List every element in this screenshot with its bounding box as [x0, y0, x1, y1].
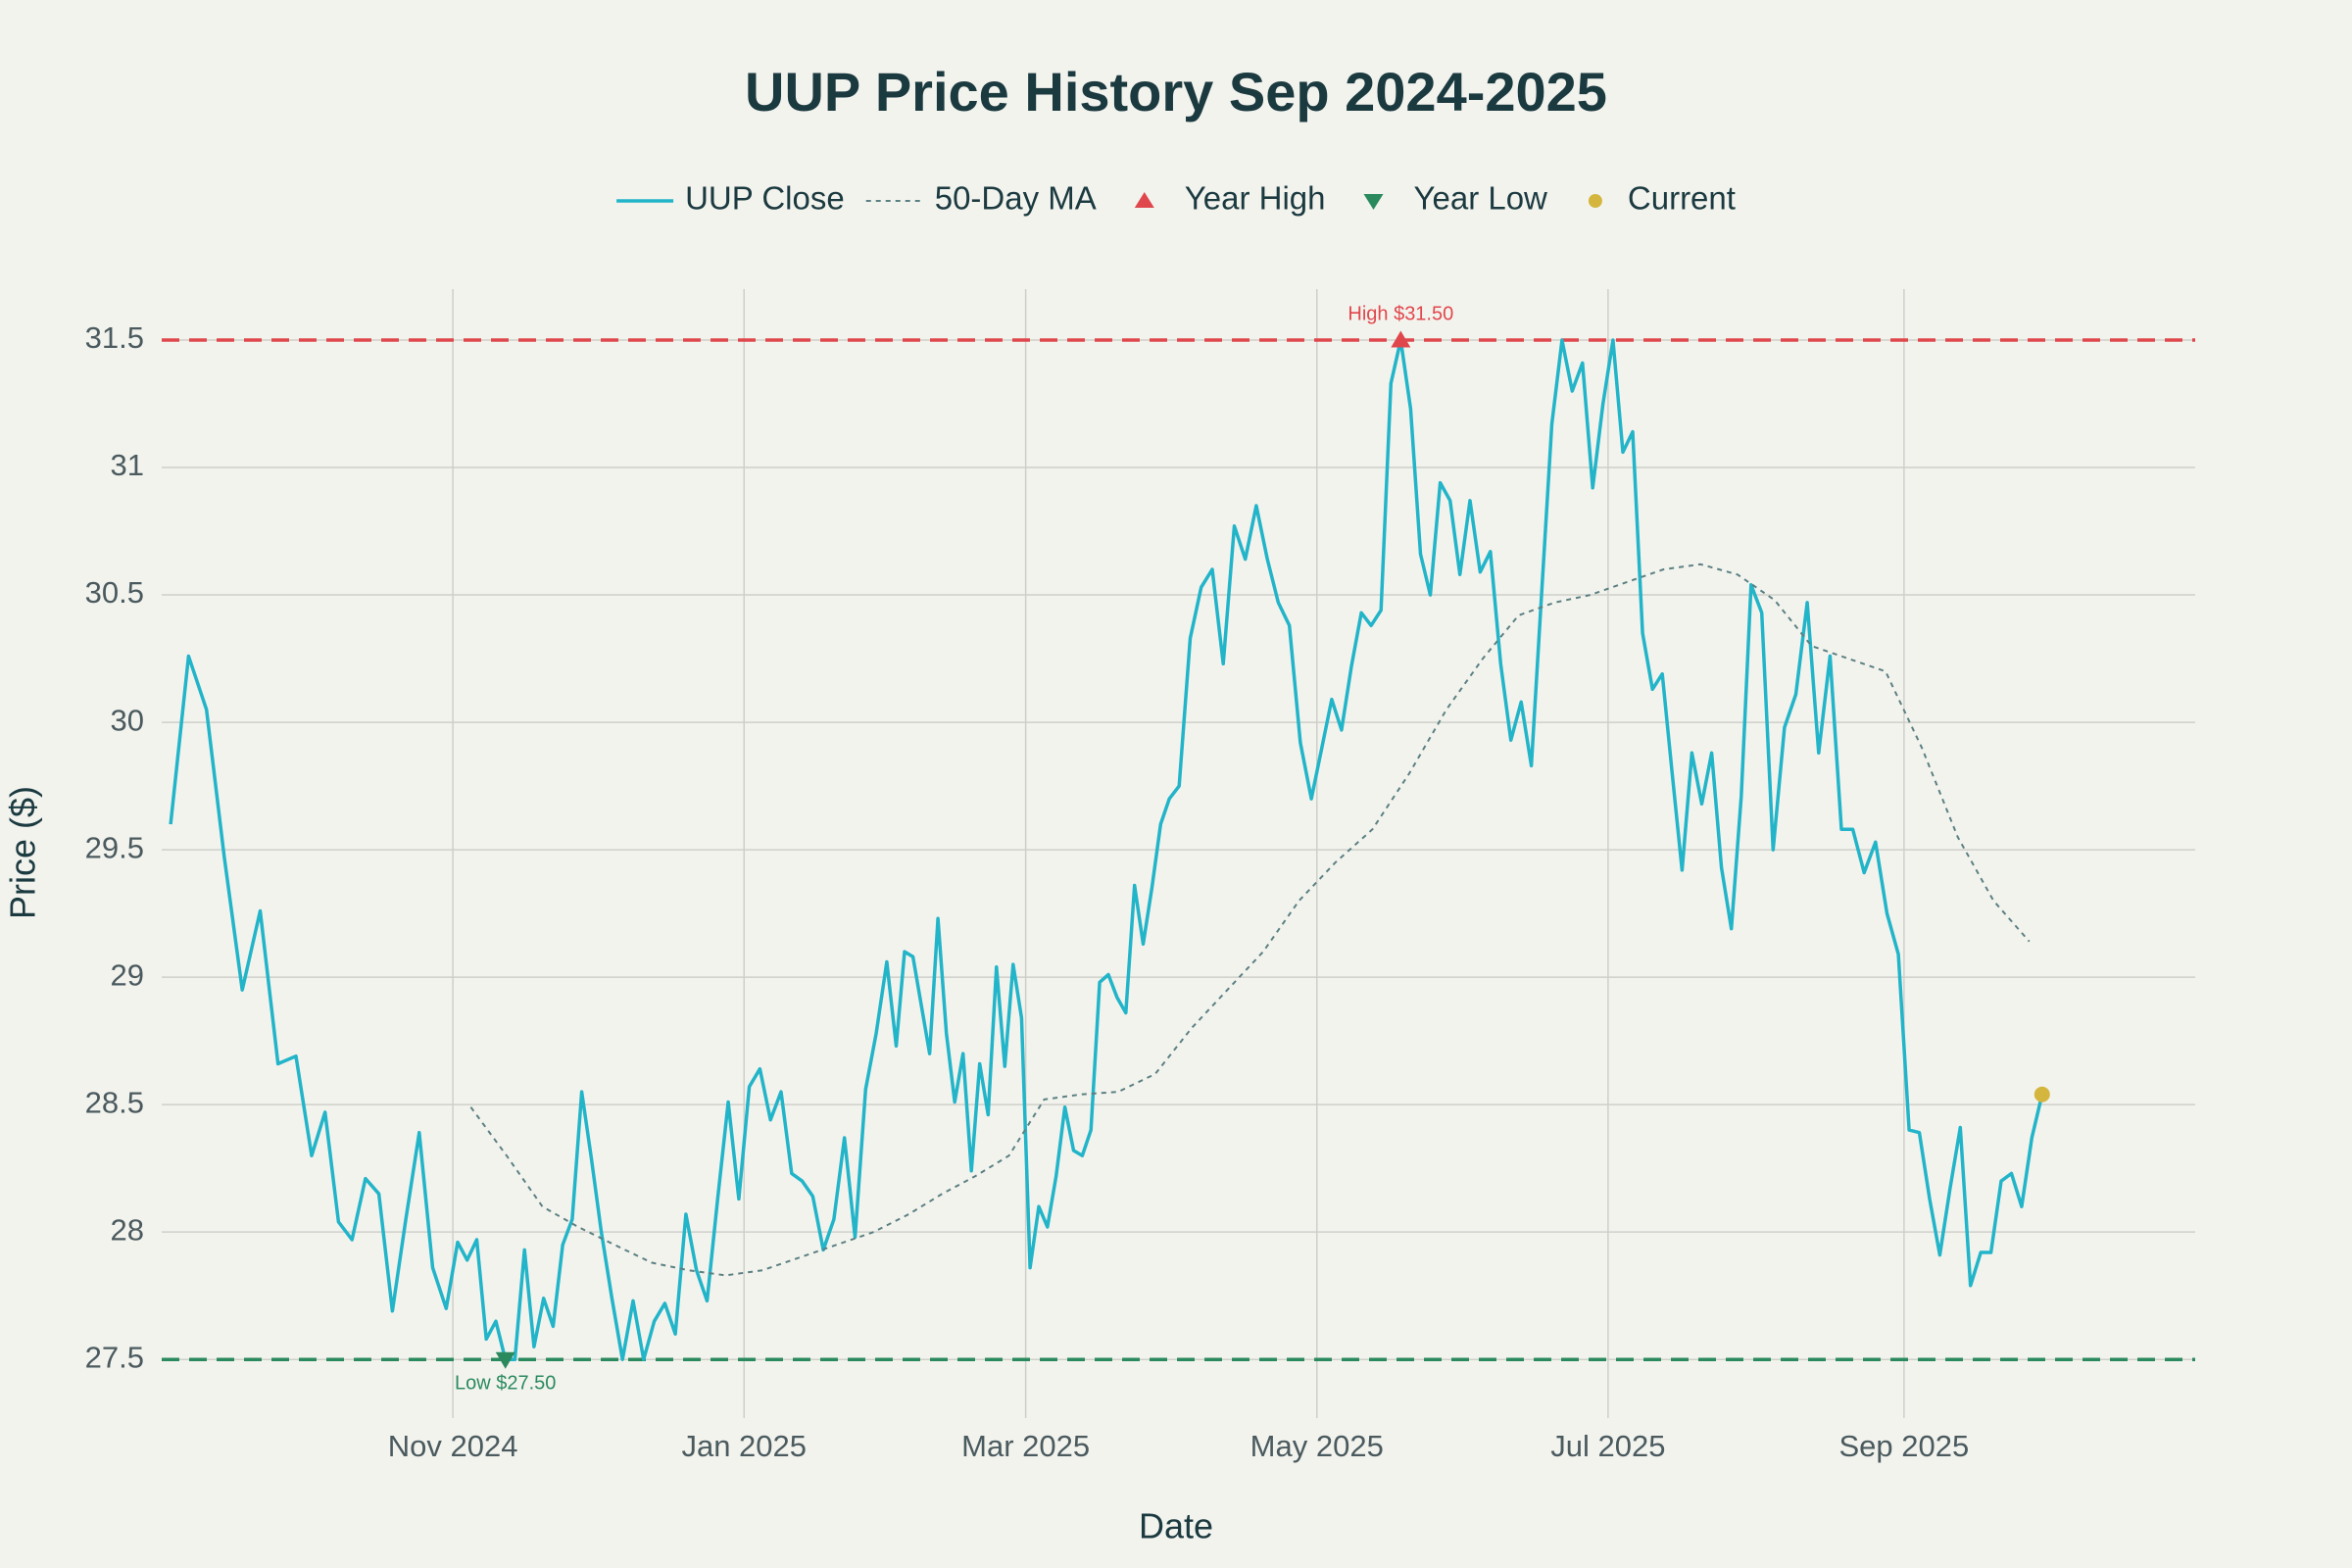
legend-swatch [1588, 194, 1602, 208]
chart-title: UUP Price History Sep 2024-2025 [745, 61, 1607, 122]
x-tick-label: May 2025 [1250, 1429, 1384, 1463]
y-axis-title: Price ($) [3, 786, 43, 919]
price-line [169, 338, 2044, 1361]
x-tick-label: Jan 2025 [681, 1429, 807, 1463]
y-tick-label: 30.5 [85, 575, 144, 610]
x-tick-label: Nov 2024 [388, 1429, 518, 1463]
low-marker [495, 1351, 515, 1369]
moving-average-line [469, 563, 2031, 1277]
y-tick-label: 30 [111, 703, 144, 737]
legend-item: Year High [1134, 180, 1326, 217]
legend-label: Year High [1185, 180, 1326, 217]
legend-item: Year Low [1363, 180, 1548, 217]
current-marker [2034, 1086, 2050, 1102]
y-tick-label: 31 [111, 448, 144, 482]
legend-item: UUP Close [616, 180, 845, 217]
legend-item: Current [1588, 180, 1736, 217]
legend-label: 50-Day MA [935, 180, 1097, 217]
x-axis-title: Date [1139, 1506, 1213, 1546]
annotation: Low $27.50 [455, 1372, 556, 1394]
x-tick-label: Jul 2025 [1550, 1429, 1665, 1463]
legend-item: 50-Day MA [865, 180, 1097, 217]
legend-swatch [1134, 192, 1154, 208]
y-tick-label: 29 [111, 957, 144, 992]
y-tick-label: 28.5 [85, 1085, 144, 1119]
y-tick-label: 28 [111, 1212, 144, 1247]
legend: UUP Close 50-Day MA Year High Year Low Curre… [616, 180, 1736, 217]
legend-label: UUP Close [685, 180, 845, 217]
high-marker [1391, 330, 1411, 348]
x-tick-label: Sep 2025 [1839, 1429, 1970, 1463]
legend-label: Current [1628, 180, 1736, 217]
annotation: High $31.50 [1348, 303, 1453, 324]
legend-label: Year Low [1414, 180, 1548, 217]
x-tick-label: Mar 2025 [961, 1429, 1090, 1463]
legend-swatch [1363, 194, 1384, 210]
y-tick-label: 29.5 [85, 830, 144, 864]
y-tick-label: 27.5 [85, 1340, 144, 1374]
y-tick-label: 31.5 [85, 320, 144, 355]
